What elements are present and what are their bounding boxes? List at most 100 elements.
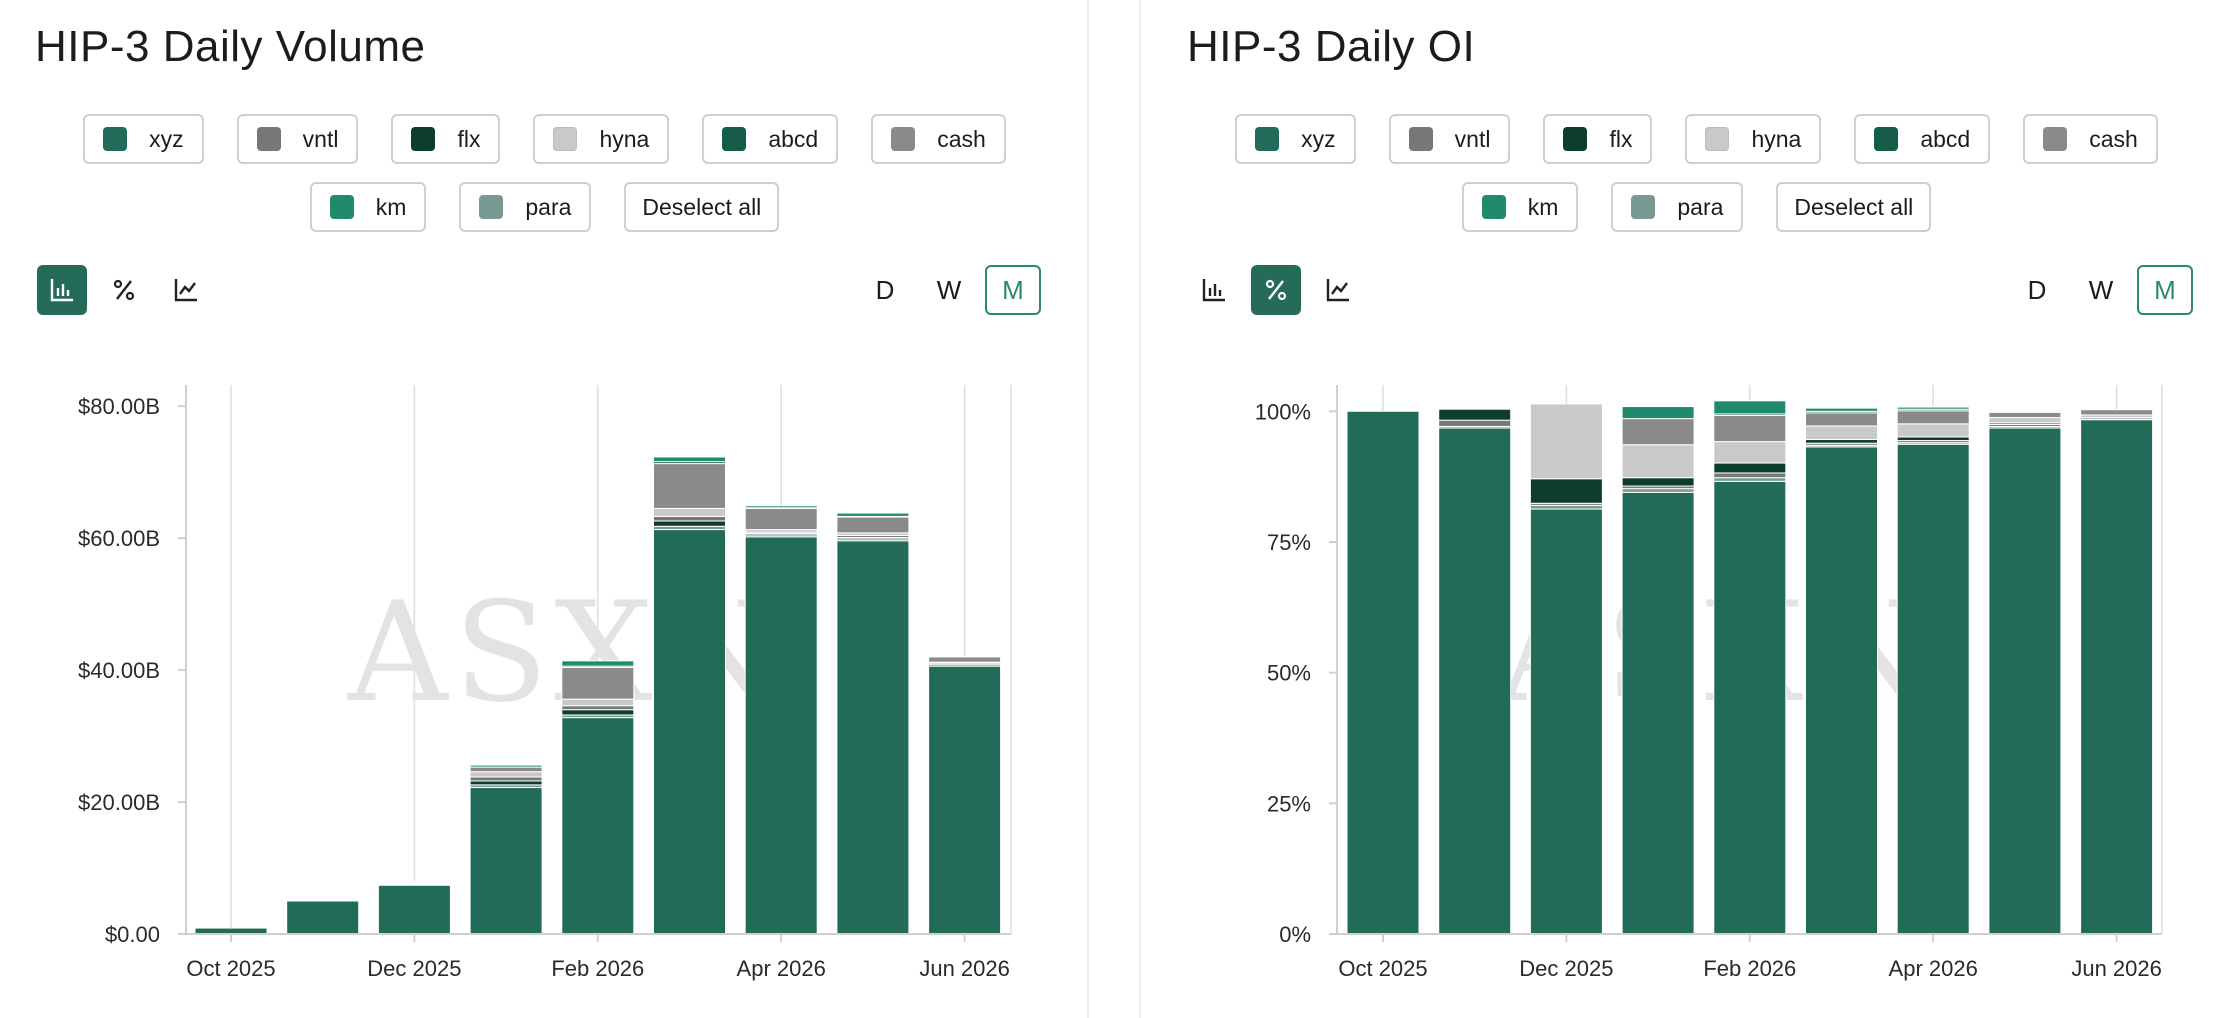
legend-chip-para[interactable]: para bbox=[1611, 182, 1744, 232]
legend-swatch bbox=[1255, 127, 1280, 151]
period-month-button[interactable]: M bbox=[2137, 265, 2193, 315]
bar-segment-hyna[interactable] bbox=[469, 771, 543, 778]
bar-segment-hyna[interactable] bbox=[561, 698, 635, 707]
bar-segment-vntl[interactable] bbox=[653, 515, 726, 522]
period-day-button[interactable]: D bbox=[2027, 274, 2047, 305]
legend-chip-xyz[interactable]: xyz bbox=[1235, 114, 1356, 164]
bar-segment-xyz[interactable] bbox=[286, 900, 360, 935]
bar-segment-cash[interactable] bbox=[2080, 409, 2154, 416]
bar-segment-vntl[interactable] bbox=[1438, 419, 1512, 427]
bar-segment-xyz[interactable] bbox=[1346, 410, 1420, 935]
bar-segment-cash[interactable] bbox=[1805, 412, 1878, 427]
legend-chip-xyz[interactable]: xyz bbox=[83, 114, 204, 164]
bar-segment-xyz[interactable] bbox=[1621, 491, 1695, 935]
bar-segment-km[interactable] bbox=[1713, 400, 1787, 415]
bar-segment-xyz[interactable] bbox=[469, 787, 543, 935]
bar-segment-cash[interactable] bbox=[561, 666, 635, 700]
legend-chip-abcd[interactable]: abcd bbox=[1854, 114, 1991, 164]
bar-segment-xyz[interactable] bbox=[2080, 419, 2154, 935]
line-view-button[interactable] bbox=[1313, 265, 1363, 315]
bar-segment-cash[interactable] bbox=[744, 507, 818, 531]
bar-segment-km[interactable] bbox=[561, 660, 635, 667]
bar-view-button[interactable] bbox=[1189, 265, 1239, 315]
bar-segment-km[interactable] bbox=[1988, 409, 2062, 412]
bar-segment-cash[interactable] bbox=[836, 516, 910, 534]
percent-view-button[interactable] bbox=[99, 265, 149, 315]
deselect-all-button[interactable]: Deselect all bbox=[1776, 182, 1932, 232]
bar-segment-xyz[interactable] bbox=[836, 540, 910, 935]
legend-chip-vntl[interactable]: vntl bbox=[1388, 114, 1511, 164]
bar-segment-km[interactable] bbox=[1896, 406, 1970, 410]
bar-segment-flx[interactable] bbox=[653, 520, 726, 527]
bar-segment-xyz[interactable] bbox=[653, 529, 726, 935]
bar-segment-hyna[interactable] bbox=[1529, 403, 1603, 480]
bar-segment-flx[interactable] bbox=[561, 709, 635, 716]
period-week-button[interactable]: W bbox=[936, 274, 962, 305]
bar-segment-cash[interactable] bbox=[1896, 410, 1970, 425]
bar-segment-cash[interactable] bbox=[1713, 414, 1787, 443]
bar-segment-vntl[interactable] bbox=[1713, 472, 1787, 479]
bar-view-button[interactable] bbox=[37, 265, 87, 315]
bar-segment-para[interactable] bbox=[1621, 488, 1695, 493]
legend-chip-km[interactable]: km bbox=[1461, 182, 1579, 232]
bar-segment-para[interactable] bbox=[1713, 477, 1787, 482]
bar-segment-flx[interactable] bbox=[1805, 439, 1878, 444]
legend-chip-cash[interactable]: cash bbox=[871, 114, 1006, 164]
legend-swatch bbox=[1705, 127, 1730, 151]
bar-segment-xyz[interactable] bbox=[561, 717, 635, 935]
bar-segment-vntl[interactable] bbox=[469, 776, 543, 782]
bar-segment-km[interactable] bbox=[744, 505, 818, 509]
bar-segment-xyz[interactable] bbox=[744, 536, 818, 935]
period-month-button[interactable]: M bbox=[985, 265, 1041, 315]
bar-segment-para[interactable] bbox=[1529, 504, 1603, 510]
legend-swatch bbox=[1874, 127, 1899, 151]
bar-segment-xyz[interactable] bbox=[1988, 427, 2062, 935]
bar-segment-xyz[interactable] bbox=[1805, 446, 1878, 935]
bar-segment-vntl[interactable] bbox=[561, 705, 635, 711]
legend-chip-flx[interactable]: flx bbox=[1543, 114, 1653, 164]
bar-segment-hyna[interactable] bbox=[1621, 444, 1695, 479]
bar-segment-km[interactable] bbox=[1805, 407, 1878, 412]
period-day-button[interactable]: D bbox=[875, 274, 895, 305]
bar-segment-km[interactable] bbox=[1621, 406, 1695, 420]
bar-segment-cash[interactable] bbox=[1988, 411, 2062, 419]
bar-segment-cash[interactable] bbox=[928, 656, 1002, 663]
bar-segment-cash[interactable] bbox=[1621, 418, 1695, 446]
bar-segment-km[interactable] bbox=[836, 512, 910, 517]
bar-segment-flx[interactable] bbox=[1438, 408, 1512, 421]
deselect-all-button[interactable]: Deselect all bbox=[624, 182, 780, 232]
bar-segment-flx[interactable] bbox=[469, 780, 543, 786]
bar-segment-flx[interactable] bbox=[1621, 477, 1695, 487]
bar-segment-hyna[interactable] bbox=[653, 507, 726, 517]
bar-segment-hyna[interactable] bbox=[1896, 423, 1970, 438]
bar-segment-hyna[interactable] bbox=[1805, 425, 1878, 441]
legend-chip-flx[interactable]: flx bbox=[391, 114, 501, 164]
bar-segment-cash[interactable] bbox=[469, 766, 543, 773]
legend-chip-cash[interactable]: cash bbox=[2023, 114, 2158, 164]
line-view-button[interactable] bbox=[161, 265, 211, 315]
bar-segment-flx[interactable] bbox=[1896, 436, 1970, 442]
bar-segment-cash[interactable] bbox=[653, 463, 726, 509]
bar-segment-hyna[interactable] bbox=[1988, 417, 2062, 424]
bar-segment-xyz[interactable] bbox=[377, 884, 451, 935]
legend-chip-abcd[interactable]: abcd bbox=[702, 114, 839, 164]
bar-segment-flx[interactable] bbox=[1529, 478, 1603, 504]
legend-chip-km[interactable]: km bbox=[309, 182, 427, 232]
period-week-button[interactable]: W bbox=[2088, 274, 2114, 305]
bar-segment-xyz[interactable] bbox=[1896, 443, 1970, 935]
legend-chip-hyna[interactable]: hyna bbox=[533, 114, 670, 164]
bar-segment-km[interactable] bbox=[653, 456, 726, 463]
bar-segment-xyz[interactable] bbox=[928, 665, 1002, 935]
bar-segment-km[interactable] bbox=[469, 764, 543, 768]
legend-chip-vntl[interactable]: vntl bbox=[236, 114, 359, 164]
bar-segment-flx[interactable] bbox=[1713, 462, 1787, 474]
bar-segment-hyna[interactable] bbox=[1713, 441, 1787, 464]
bar-segment-xyz[interactable] bbox=[1438, 427, 1512, 935]
legend-swatch bbox=[1563, 127, 1588, 151]
legend-chip-para[interactable]: para bbox=[459, 182, 592, 232]
bar-segment-xyz[interactable] bbox=[1713, 480, 1787, 935]
percent-view-button[interactable] bbox=[1251, 265, 1301, 315]
bar-segment-cash[interactable] bbox=[377, 881, 451, 884]
legend-chip-hyna[interactable]: hyna bbox=[1685, 114, 1822, 164]
bar-segment-xyz[interactable] bbox=[1529, 508, 1603, 935]
